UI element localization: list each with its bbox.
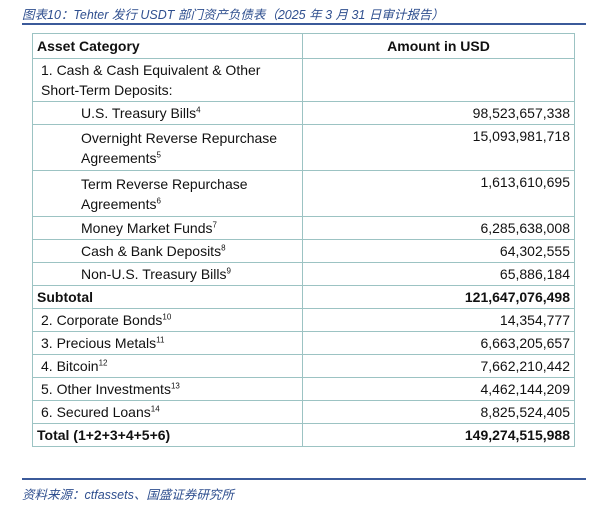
total-amount: 149,274,515,988 bbox=[302, 423, 575, 447]
total-row: Total (1+2+3+4+5+6) 149,274,515,988 bbox=[32, 423, 575, 447]
row-amount: 8,825,524,405 bbox=[302, 400, 575, 424]
row-amount: 14,354,777 bbox=[302, 308, 575, 332]
footnote-marker: 6 bbox=[156, 195, 161, 205]
table-row: Money Market Funds7 6,285,638,008 bbox=[32, 216, 575, 240]
footnote-marker: 10 bbox=[162, 312, 172, 322]
subtotal-label: Subtotal bbox=[32, 285, 303, 309]
table-row: U.S. Treasury Bills4 98,523,657,338 bbox=[32, 101, 575, 125]
footnote-marker: 7 bbox=[212, 220, 217, 230]
row-label: Money Market Funds7 bbox=[32, 216, 303, 240]
row-label: 3. Precious Metals11 bbox=[32, 331, 303, 355]
row-label: Cash & Bank Deposits8 bbox=[32, 239, 303, 263]
table-row: Term Reverse Repurchase Agreements6 1,61… bbox=[32, 170, 575, 217]
row-amount: 98,523,657,338 bbox=[302, 101, 575, 125]
row-label: Term Reverse Repurchase Agreements6 bbox=[32, 170, 303, 217]
footnote-marker: 11 bbox=[156, 335, 165, 345]
row-amount: 7,662,210,442 bbox=[302, 354, 575, 378]
section-cash-amount bbox=[302, 58, 575, 102]
table-row: 3. Precious Metals11 6,663,205,657 bbox=[32, 331, 575, 355]
row-label: 5. Other Investments13 bbox=[32, 377, 303, 401]
footnote-marker: 9 bbox=[226, 266, 231, 276]
header-amount: Amount in USD bbox=[302, 33, 575, 59]
row-label: U.S. Treasury Bills4 bbox=[32, 101, 303, 125]
row-label: 6. Secured Loans14 bbox=[32, 400, 303, 424]
top-divider bbox=[22, 23, 586, 25]
total-label: Total (1+2+3+4+5+6) bbox=[32, 423, 303, 447]
footnote-marker: 13 bbox=[170, 381, 180, 391]
table-row: 6. Secured Loans14 8,825,524,405 bbox=[32, 400, 575, 424]
row-amount: 65,886,184 bbox=[302, 262, 575, 286]
subtotal-row: Subtotal 121,647,076,498 bbox=[32, 285, 575, 309]
table-row: 2. Corporate Bonds10 14,354,777 bbox=[32, 308, 575, 332]
table-row: 5. Other Investments13 4,462,144,209 bbox=[32, 377, 575, 401]
row-amount: 6,285,638,008 bbox=[302, 216, 575, 240]
row-label: Non-U.S. Treasury Bills9 bbox=[32, 262, 303, 286]
table-row: Cash & Bank Deposits8 64,302,555 bbox=[32, 239, 575, 263]
section-cash-label: 1. Cash & Cash Equivalent & Other Short-… bbox=[32, 58, 303, 102]
footnote-marker: 12 bbox=[98, 358, 108, 368]
table-row: 4. Bitcoin12 7,662,210,442 bbox=[32, 354, 575, 378]
subtotal-amount: 121,647,076,498 bbox=[302, 285, 575, 309]
footnote-marker: 4 bbox=[196, 105, 201, 115]
row-label: Overnight Reverse Repurchase Agreements5 bbox=[32, 124, 303, 171]
bottom-divider bbox=[22, 478, 586, 480]
table-row: Non-U.S. Treasury Bills9 65,886,184 bbox=[32, 262, 575, 286]
header-asset-category: Asset Category bbox=[32, 33, 303, 59]
footnote-marker: 8 bbox=[221, 243, 226, 253]
row-label: 4. Bitcoin12 bbox=[32, 354, 303, 378]
table-row: Overnight Reverse Repurchase Agreements5… bbox=[32, 124, 575, 171]
figure-caption: 图表10：Tehter 发行 USDT 部门资产负债表（2025 年 3 月 3… bbox=[22, 8, 444, 22]
row-amount: 6,663,205,657 bbox=[302, 331, 575, 355]
row-amount: 64,302,555 bbox=[302, 239, 575, 263]
footnote-marker: 5 bbox=[156, 149, 161, 159]
row-amount: 1,613,610,695 bbox=[302, 170, 575, 217]
row-amount: 15,093,981,718 bbox=[302, 124, 575, 171]
source-note: 资料来源：ctfassets、国盛证券研究所 bbox=[22, 488, 234, 502]
row-label: 2. Corporate Bonds10 bbox=[32, 308, 303, 332]
balance-sheet-table: Asset Category Amount in USD 1. Cash & C… bbox=[32, 33, 575, 447]
row-amount: 4,462,144,209 bbox=[302, 377, 575, 401]
footnote-marker: 14 bbox=[150, 404, 160, 414]
